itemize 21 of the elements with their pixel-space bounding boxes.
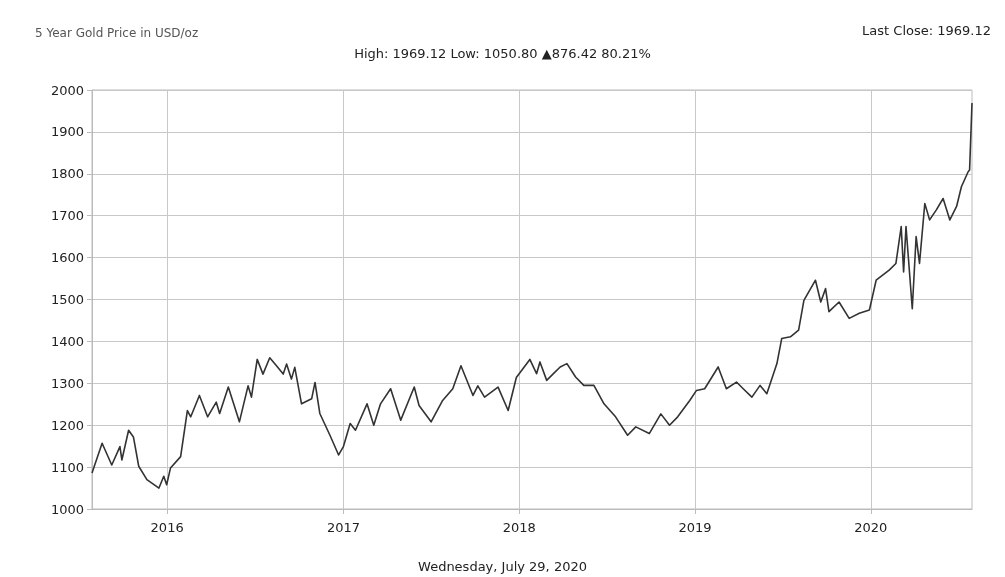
y-tick-label: 1300	[50, 375, 84, 391]
y-tick-label: 1200	[50, 417, 84, 433]
x-tick-label: 2018	[502, 520, 536, 535]
chart-title: 5 Year Gold Price in USD/oz	[35, 26, 199, 40]
x-tick-label: 2019	[678, 520, 712, 535]
y-tick-label: 1800	[50, 166, 84, 182]
y-tick-label: 1100	[50, 459, 84, 475]
chart-subtitle: High: 1969.12 Low: 1050.80 ▲876.42 80.21%	[354, 46, 651, 61]
line-series	[91, 102, 973, 489]
y-tick-label: 1600	[50, 250, 84, 266]
y-tick-label: 1900	[50, 124, 84, 140]
y-tick-label: 1700	[50, 208, 84, 224]
text: Wednesday, July 29, 2020	[418, 559, 587, 574]
y-tick-label: 1400	[50, 333, 84, 349]
y-tick-label: 1000	[50, 501, 84, 517]
x-tick-label: 2020	[854, 520, 888, 535]
text: Last Close: 1969.12	[862, 23, 992, 38]
x-tick-label: 2017	[326, 520, 360, 535]
y-tick-label: 2000	[50, 82, 84, 98]
y-tick-label: 1500	[50, 292, 84, 307]
x-tick-label: 2016	[150, 520, 184, 535]
